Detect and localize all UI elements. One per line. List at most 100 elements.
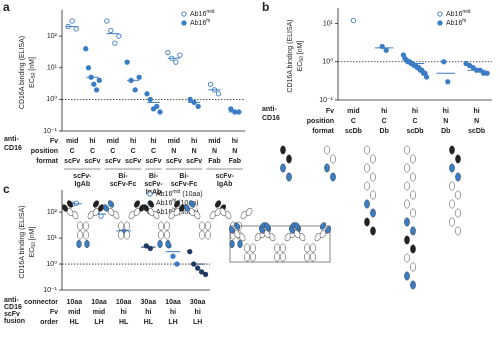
- row-cell: hi: [232, 138, 238, 145]
- legend-label: Ab16hi: [446, 18, 466, 27]
- legend-marker: [437, 11, 443, 17]
- row-cell: 30aa: [141, 299, 157, 306]
- domain: [158, 230, 164, 240]
- domain: [455, 226, 461, 236]
- row-cell: hi: [89, 138, 95, 145]
- domain: [404, 181, 410, 191]
- domain: [455, 172, 461, 182]
- row-cell: C: [382, 118, 387, 125]
- legend-label: Ab16mid (10aa): [156, 189, 203, 198]
- domain: [410, 208, 416, 218]
- domain: [147, 200, 155, 208]
- row-cell: scDb: [468, 128, 485, 135]
- row-cell: C: [110, 148, 115, 155]
- row-header: CD16: [4, 145, 22, 152]
- domain: [449, 181, 455, 191]
- domain: [157, 239, 163, 249]
- legend-sup: mid: [206, 9, 214, 15]
- domain: [77, 221, 83, 231]
- row-header: scFv: [4, 311, 20, 318]
- group-label: IgAb: [146, 189, 162, 196]
- row-cell: Db: [380, 128, 389, 135]
- data-point: [383, 47, 389, 53]
- domain: [245, 207, 253, 217]
- domain: [142, 204, 150, 212]
- y-axis-title: CD16A binding (ELISA): [19, 36, 26, 109]
- domain: [293, 222, 301, 230]
- y-tick-label: 10⁰: [46, 95, 57, 103]
- legend-name: Ab16: [156, 200, 172, 207]
- domain: [364, 163, 370, 173]
- row-cell: hi: [130, 138, 136, 145]
- legend-sup: hi: [172, 207, 176, 213]
- row-cell: LH: [168, 319, 177, 326]
- row-name: Fv: [50, 309, 58, 316]
- row-header: anti-: [4, 136, 19, 143]
- domain: [364, 199, 370, 209]
- domain: [304, 243, 310, 253]
- domain: [364, 217, 370, 227]
- legend-label: Ab16hi (10aa): [156, 198, 198, 207]
- domain: [404, 199, 410, 209]
- domain: [404, 235, 410, 245]
- y-axis-title-part: EC: [29, 248, 36, 258]
- data-point: [154, 103, 160, 110]
- data-point: [445, 79, 451, 85]
- domain: [118, 221, 124, 231]
- data-point: [116, 33, 122, 39]
- legend-sup: hi: [172, 198, 176, 204]
- legend-marker: [147, 191, 153, 197]
- row-header: CD16: [262, 115, 280, 122]
- panel-letter: c: [3, 182, 10, 196]
- row-cell: N: [474, 118, 479, 125]
- legend-sup: mid: [172, 189, 180, 195]
- domain: [237, 239, 243, 249]
- row-cell: mid: [347, 108, 359, 115]
- data-point: [108, 27, 114, 34]
- row-cell: Fab: [208, 158, 220, 165]
- row-name: format: [312, 128, 334, 135]
- group-label: Bi-: [118, 173, 128, 180]
- y-tick-label: 10⁰: [322, 58, 333, 66]
- domain: [404, 253, 410, 263]
- domain: [286, 154, 292, 164]
- domain: [83, 230, 89, 240]
- domain: [205, 221, 211, 231]
- row-header: fusion: [4, 318, 25, 325]
- data-point: [174, 261, 180, 267]
- row-cell: C: [90, 148, 95, 155]
- legend-suffix: (30aa): [176, 209, 198, 216]
- domain: [83, 221, 89, 231]
- schematic-box: [229, 225, 331, 263]
- row-cell: mid: [68, 309, 80, 316]
- data-point: [157, 109, 163, 115]
- row-cell: C: [131, 148, 136, 155]
- group-label: scFv-Fc: [110, 181, 137, 188]
- data-point: [136, 74, 142, 80]
- data-point: [91, 81, 97, 87]
- legend-name: Ab16: [156, 191, 172, 198]
- domain: [76, 239, 82, 249]
- data-point: [173, 59, 179, 65]
- legend-marker: [181, 11, 187, 17]
- group-label: IgAb: [75, 181, 91, 188]
- domain: [219, 207, 227, 217]
- group-label: scFv-: [144, 181, 163, 188]
- data-point: [96, 77, 102, 83]
- row-cell: LH: [193, 319, 202, 326]
- y-tick-label: 10⁻¹: [43, 128, 57, 135]
- domain: [84, 239, 90, 249]
- domain: [164, 221, 170, 231]
- y-tick-label: 10¹: [323, 20, 334, 27]
- row-cell: Fab: [229, 158, 241, 165]
- row-cell: scFv: [105, 158, 121, 165]
- row-name: Fv: [326, 108, 334, 115]
- domain: [404, 217, 410, 227]
- row-cell: hi: [121, 309, 127, 316]
- row-cell: N: [192, 148, 197, 155]
- row-cell: hi: [412, 108, 418, 115]
- domain: [310, 252, 316, 262]
- domain: [370, 208, 376, 218]
- y-axis-title-part: EC: [297, 62, 304, 72]
